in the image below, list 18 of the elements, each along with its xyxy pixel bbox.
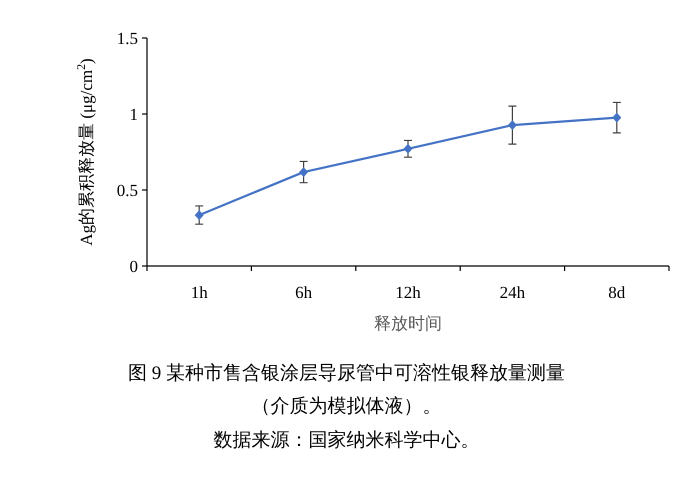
text: （介质为模拟体液）。	[252, 395, 442, 417]
point	[508, 120, 517, 130]
x-tick-label: 12h	[395, 283, 422, 302]
point	[404, 144, 412, 154]
point	[612, 112, 622, 123]
source-note: 数据来源：国家纳米科学中心。	[214, 429, 480, 451]
y-tick-label: 0	[130, 257, 138, 276]
x-tick-label: 6h	[295, 283, 313, 302]
text: 图 9 某种市售含银涂层导尿管中可溶性银释放量测量	[128, 362, 565, 384]
y-tick-label: 0.5	[116, 181, 138, 200]
y-tick-label: 1.5	[116, 29, 138, 48]
point	[299, 167, 308, 178]
x-tick-label: 24h	[500, 283, 526, 302]
x-axis-title: 释放时间	[374, 314, 442, 333]
x-tick-label: 1h	[190, 283, 208, 302]
point	[194, 210, 204, 220]
y-tick-label: 1	[130, 105, 138, 124]
x-tick-label: 8d	[608, 283, 626, 302]
